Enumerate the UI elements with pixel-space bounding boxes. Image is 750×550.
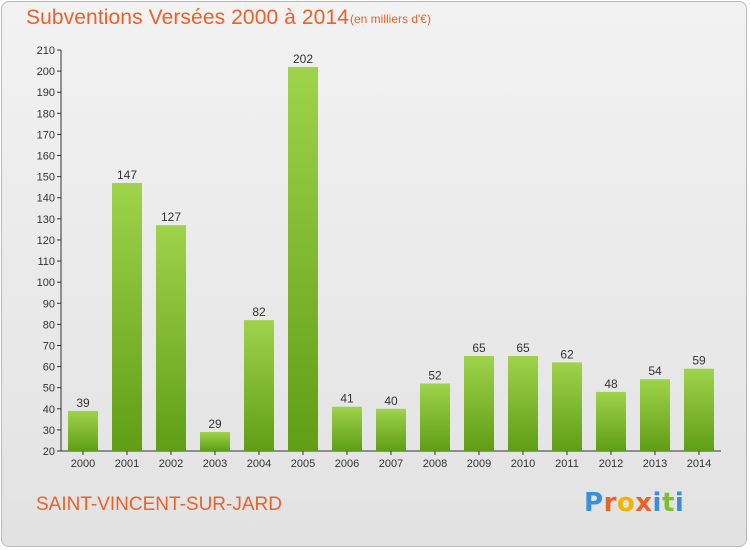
bar-2013 (640, 379, 670, 451)
y-tick-label: 140 (37, 193, 55, 205)
x-tick-label-2001: 2001 (115, 458, 139, 470)
x-tick-label-2002: 2002 (159, 458, 183, 470)
bar-2004 (244, 320, 274, 451)
y-tick-label: 190 (37, 87, 55, 99)
bar-2010 (508, 356, 538, 451)
bar-2006 (332, 406, 362, 451)
x-tick-label-2000: 2000 (71, 458, 95, 470)
bar-2014 (684, 368, 714, 451)
x-tick-label-2006: 2006 (335, 458, 359, 470)
y-tick-label: 40 (43, 404, 55, 416)
y-tick-label: 110 (37, 256, 55, 268)
data-label-2004: 82 (252, 305, 266, 319)
x-tick-label-2009: 2009 (467, 458, 491, 470)
y-tick-label: 30 (43, 425, 55, 437)
y-tick-label: 180 (37, 108, 55, 120)
data-label-2011: 62 (560, 347, 574, 361)
y-tick-label: 160 (37, 151, 55, 163)
data-label-2014: 59 (692, 354, 706, 368)
x-tick-label-2005: 2005 (291, 458, 315, 470)
x-tick-label-2010: 2010 (511, 458, 535, 470)
bar-2005 (288, 66, 318, 452)
x-tick-label-2011: 2011 (555, 458, 579, 470)
data-label-2005: 202 (293, 52, 313, 66)
data-label-2006: 41 (340, 392, 354, 406)
y-tick-label: 210 (37, 45, 55, 57)
bar-2003 (200, 432, 230, 451)
logo-letter: t (661, 488, 675, 518)
bar-2011 (552, 362, 582, 451)
data-label-2000: 39 (76, 396, 90, 410)
x-tick-label-2014: 2014 (687, 458, 711, 470)
logo-letter: x (635, 488, 653, 518)
data-label-2008: 52 (428, 368, 442, 382)
y-tick-label: 170 (37, 129, 55, 141)
data-label-2002: 127 (161, 210, 181, 224)
proxiti-logo: Proxiti (584, 488, 684, 518)
chart-title: Subventions Versées 2000 à 2014 (26, 6, 350, 29)
x-tick-label-2004: 2004 (247, 458, 271, 470)
bar-2007 (376, 408, 406, 451)
data-label-2001: 147 (117, 168, 137, 182)
x-tick-label-2008: 2008 (423, 458, 447, 470)
logo-letter: r (603, 488, 617, 518)
data-label-2013: 54 (648, 364, 662, 378)
x-tick-label-2013: 2013 (643, 458, 667, 470)
commune-name: SAINT-VINCENT-SUR-JARD (36, 494, 282, 515)
data-label-2009: 65 (472, 341, 486, 355)
y-tick-label: 100 (37, 277, 55, 289)
bar-2001 (112, 183, 142, 451)
x-tick-label-2012: 2012 (599, 458, 623, 470)
y-tick-label: 130 (37, 214, 55, 226)
bar-2012 (596, 391, 626, 451)
data-label-2003: 29 (208, 417, 222, 431)
y-tick-label: 60 (43, 362, 55, 374)
bar-2009 (464, 356, 494, 451)
y-tick-label: 80 (43, 319, 55, 331)
data-label-2007: 40 (384, 394, 398, 408)
y-tick-label: 20 (43, 446, 55, 458)
x-tick-label-2003: 2003 (203, 458, 227, 470)
logo-letter: P (584, 488, 604, 518)
y-tick-label: 90 (43, 298, 55, 310)
bar-2008 (420, 383, 450, 451)
bar-2002 (156, 225, 186, 451)
data-label-2010: 65 (516, 341, 530, 355)
logo-letter: i (674, 488, 685, 518)
y-tick-label: 200 (37, 66, 55, 78)
chart-unit: (en milliers d'€) (350, 12, 431, 26)
x-tick-label-2007: 2007 (379, 458, 403, 470)
y-tick-label: 70 (43, 340, 55, 352)
logo-letter: o (616, 488, 636, 518)
y-tick-label: 120 (37, 235, 55, 247)
logo-letter: i (652, 488, 662, 518)
y-tick-label: 150 (37, 172, 55, 184)
y-tick-label: 50 (43, 383, 55, 395)
data-label-2012: 48 (604, 377, 618, 391)
bar-2000 (68, 410, 98, 451)
